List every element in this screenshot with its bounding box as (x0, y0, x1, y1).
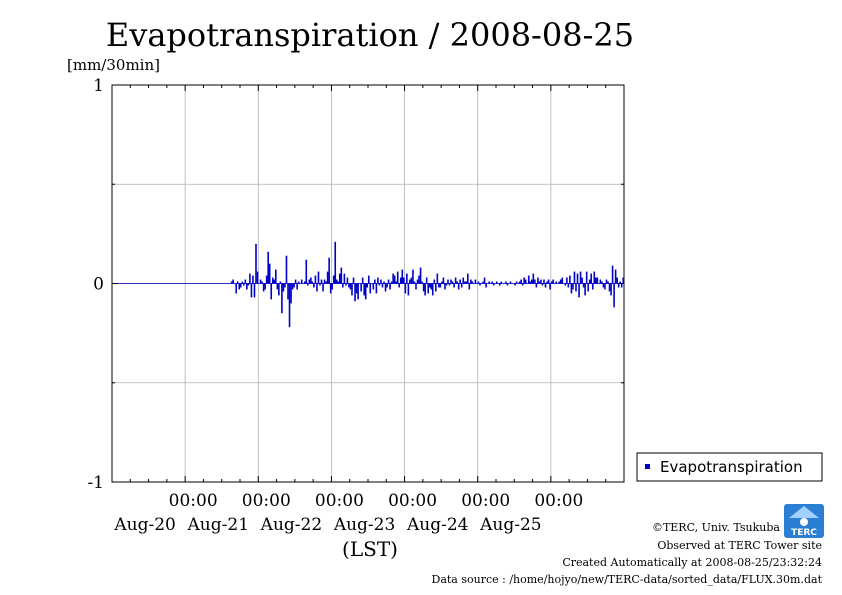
credit-source: Data source : /home/hojyo/new/TERC-data/… (432, 573, 823, 586)
x-tick-time: 00:00 (461, 491, 510, 511)
x-tick-date: Aug-22 (260, 515, 322, 535)
x-tick-time: 00:00 (315, 491, 364, 511)
x-tick-labels: 00:00 Aug-20 00:00 Aug-21 00:00 Aug-22 00:00 Au… (113, 491, 583, 535)
x-tick-date: Aug-20 (113, 515, 175, 535)
logo-text: TERC (791, 528, 817, 538)
y-tick-label: -1 (87, 473, 104, 493)
credits: ©TERC, Univ. Tsukuba Observed at TERC To… (432, 521, 823, 586)
credit-copyright: ©TERC, Univ. Tsukuba (652, 521, 780, 534)
y-tick-label: 0 (93, 275, 104, 295)
y-tick-labels: 1 0 -1 (87, 76, 104, 493)
x-tick-date: Aug-23 (333, 515, 395, 535)
x-tick-time: 00:00 (242, 491, 291, 511)
y-axis-unit: [mm/30min] (67, 56, 160, 74)
legend: Evapotranspiration (636, 452, 823, 482)
legend-marker (645, 464, 650, 469)
x-tick-date: Aug-24 (406, 515, 468, 535)
logo-drop-icon (800, 518, 808, 526)
x-tick-time: 00:00 (169, 491, 218, 511)
x-tick-date: Aug-25 (479, 515, 541, 535)
legend-label: Evapotranspiration (660, 458, 803, 476)
chart-title: Evapotranspiration / 2008-08-25 (106, 16, 634, 54)
terc-logo: TERC (784, 504, 824, 538)
y-tick-label: 1 (93, 76, 104, 96)
legend-box (636, 452, 823, 482)
x-tick-date: Aug-21 (187, 515, 249, 535)
logo-roof-icon (789, 506, 819, 518)
x-tick-time: 00:00 (388, 491, 437, 511)
axis-ticks (112, 84, 624, 483)
x-axis-label: (LST) (342, 537, 398, 561)
series-bars (230, 241, 625, 328)
credit-observed: Observed at TERC Tower site (657, 539, 822, 552)
x-tick-time: 00:00 (534, 491, 583, 511)
credit-created: Created Automatically at 2008-08-25/23:3… (562, 556, 822, 569)
